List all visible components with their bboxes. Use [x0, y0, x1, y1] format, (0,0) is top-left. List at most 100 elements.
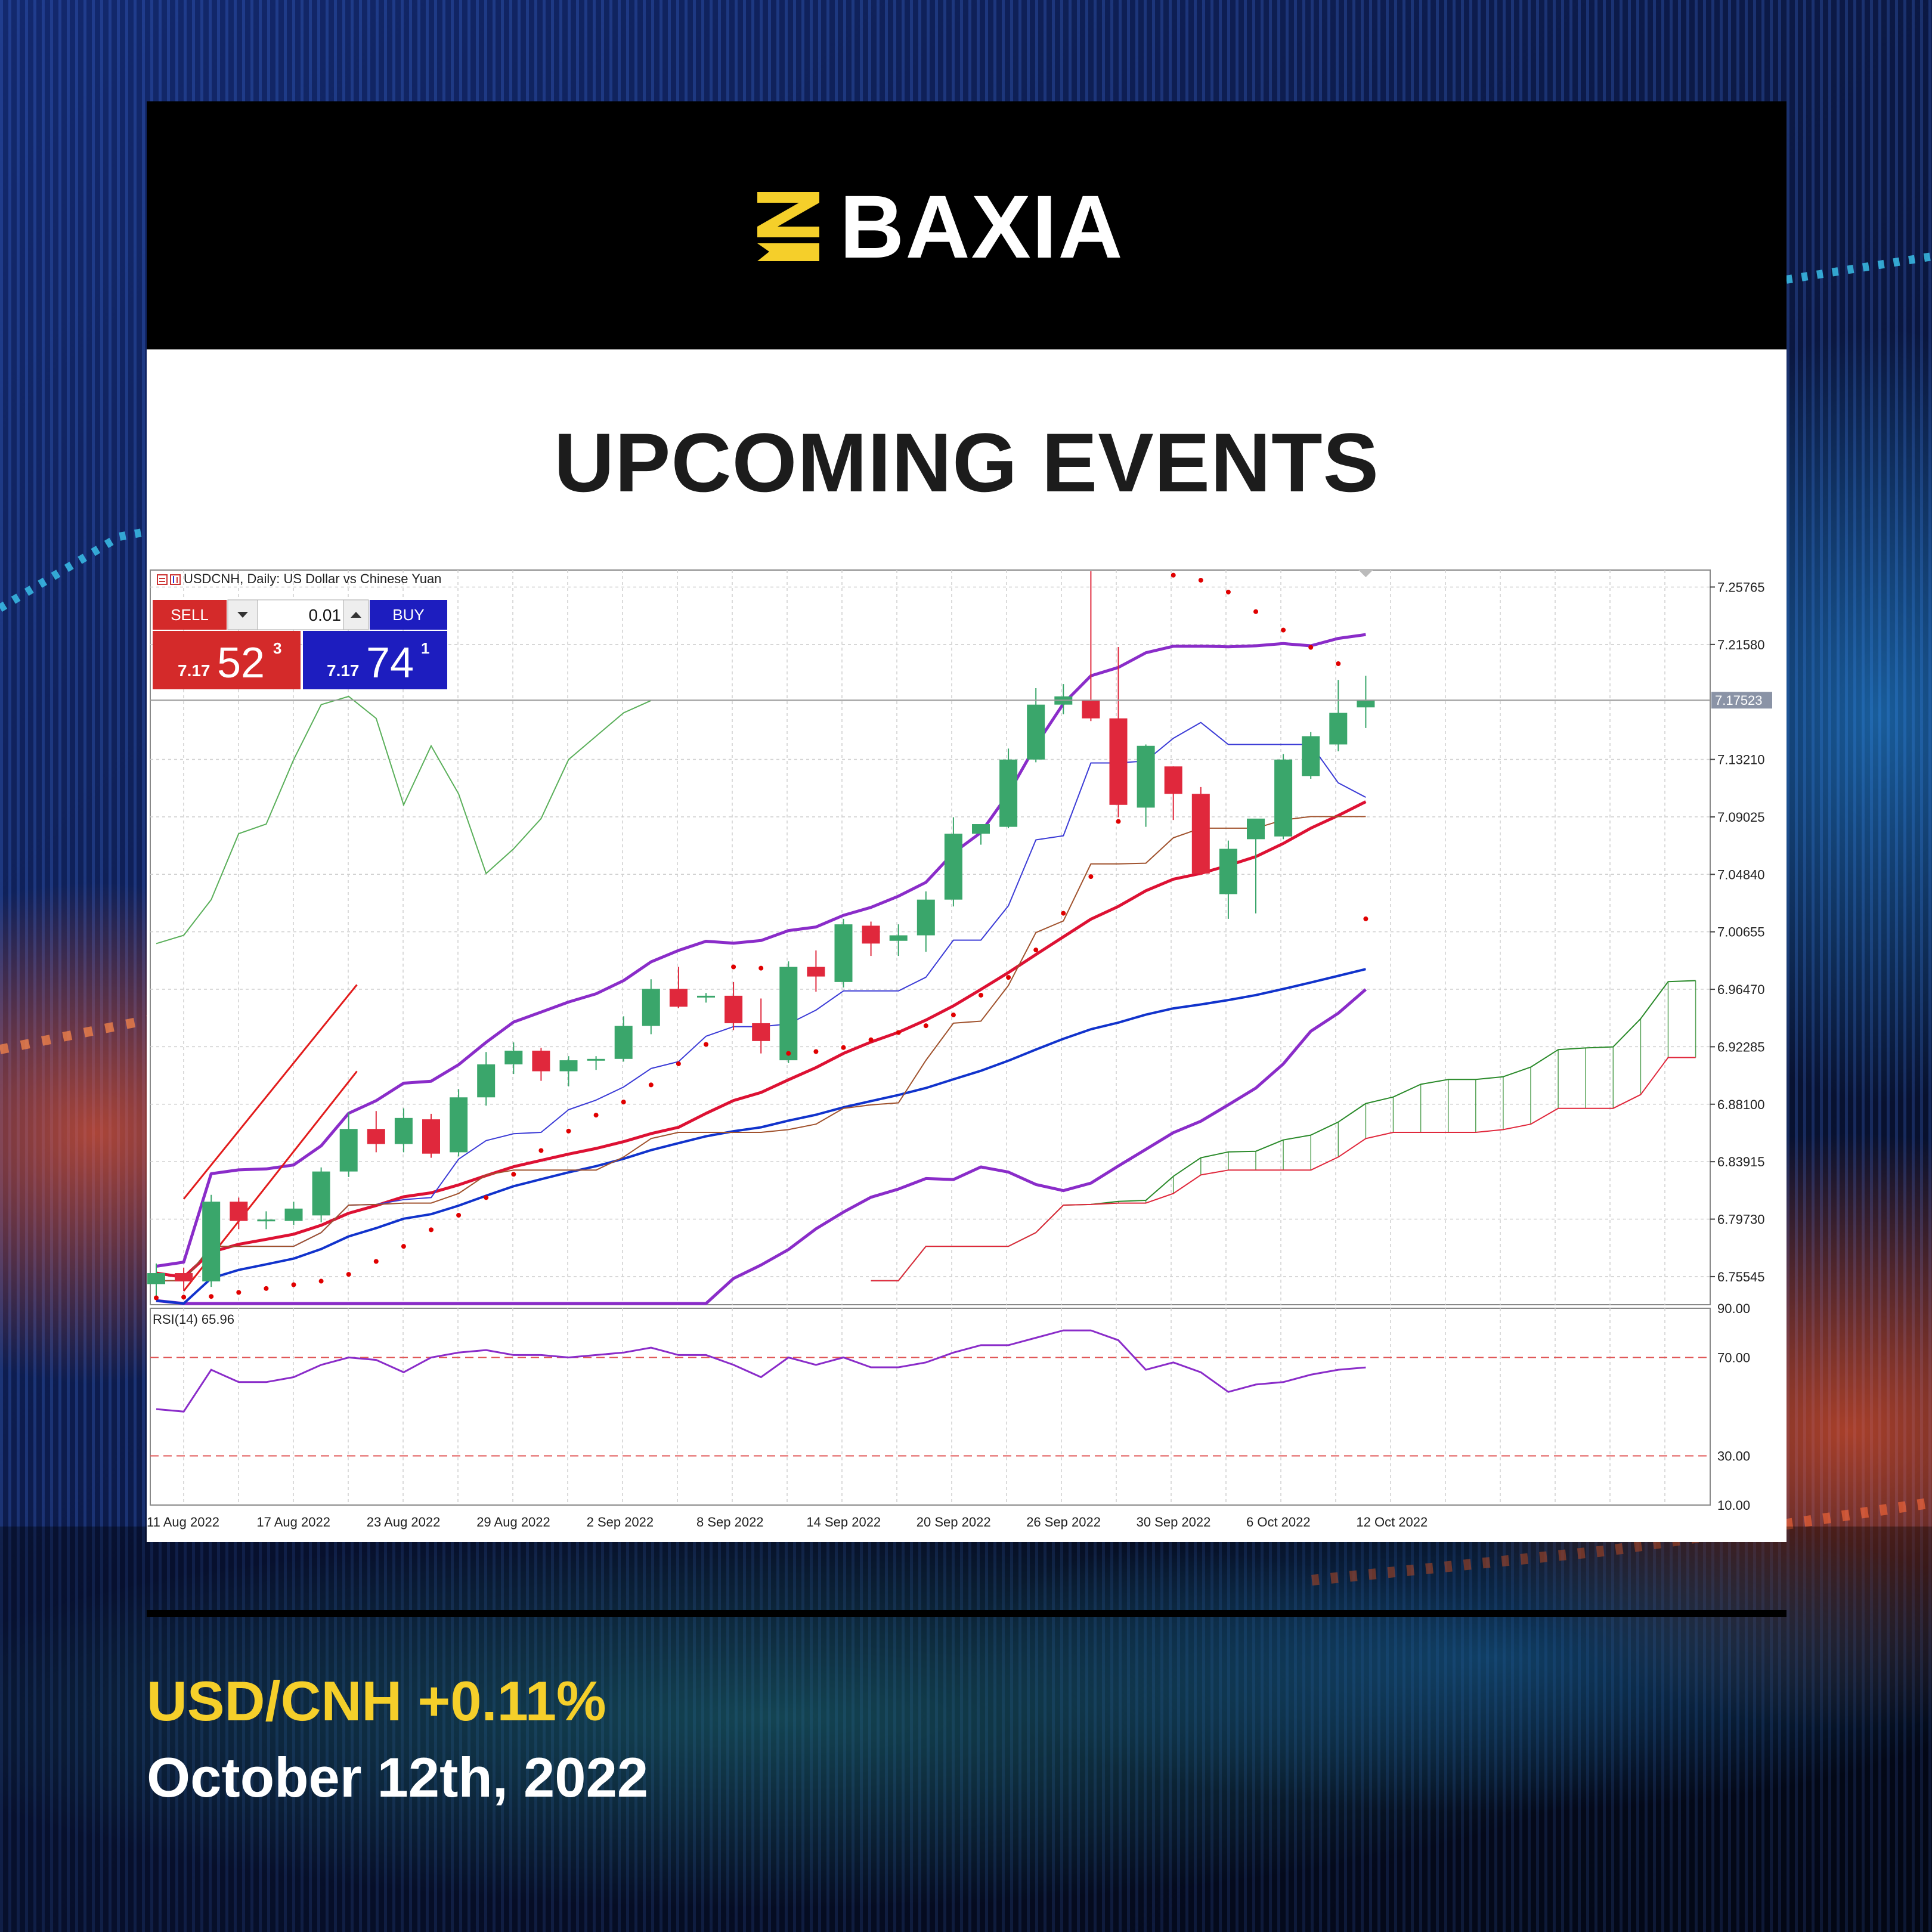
y-tick-label: 7.00655: [1717, 925, 1765, 940]
candle-bull: [284, 1208, 303, 1221]
candle-bear: [230, 1202, 248, 1221]
sar-dot: [154, 1295, 159, 1301]
sar-dot: [401, 1244, 406, 1249]
x-tick-label: 12 Oct 2022: [1356, 1515, 1428, 1530]
sell-button[interactable]: SELL: [153, 600, 227, 630]
candle-bull: [972, 824, 990, 834]
shift-marker: [1358, 570, 1373, 577]
candle-bear: [1191, 794, 1210, 874]
sar-dot: [1061, 911, 1066, 916]
y-tick-label: 6.83915: [1717, 1154, 1765, 1169]
sar-dot: [786, 1051, 791, 1056]
chart-title: USDCNH, Daily: US Dollar vs Chinese Yuan: [184, 571, 441, 586]
candle-bear: [669, 989, 688, 1007]
candle-bull: [917, 899, 935, 936]
candle-bear: [807, 967, 825, 977]
sar-dot: [1006, 975, 1011, 980]
brand-logo: BAXIA: [757, 177, 1124, 277]
svg-text:1: 1: [421, 639, 429, 657]
svg-text:7.17: 7.17: [327, 661, 360, 680]
candle-bull: [504, 1050, 523, 1065]
svg-text:SELL: SELL: [171, 606, 209, 624]
candle-bull: [1357, 700, 1375, 708]
lot-increase-button[interactable]: [343, 599, 369, 630]
sar-dot: [1363, 916, 1368, 921]
chart-header: USDCNH, Daily: US Dollar vs Chinese Yuan: [157, 571, 441, 586]
sar-dot: [511, 1172, 516, 1177]
sar-dot: [181, 1295, 187, 1300]
sar-dot: [1198, 578, 1203, 583]
price-chart: 7.25765 7.21580 7.13210 7.09025 7.04840 7.006…: [147, 565, 1787, 1530]
sar-dot: [758, 965, 764, 971]
x-tick-label: 30 Sep 2022: [1137, 1515, 1211, 1530]
candle-bull: [1137, 745, 1155, 808]
sar-dot: [429, 1227, 434, 1233]
rsi-tick-label: 10.00: [1717, 1498, 1750, 1513]
candle-bull: [1219, 849, 1237, 894]
sar-dot: [1253, 609, 1258, 614]
lot-size-input[interactable]: 0.01: [257, 599, 344, 630]
candle-bull: [834, 924, 853, 982]
current-price-label: 7.17523: [1715, 693, 1763, 708]
sar-dot: [841, 1045, 846, 1050]
report-date: October 12th, 2022: [147, 1746, 649, 1809]
rsi-tick-label: 30.00: [1717, 1449, 1750, 1464]
y-tick-label: 7.09025: [1717, 810, 1765, 825]
sar-dot: [1336, 661, 1341, 666]
buy-price[interactable]: 7.17 74 1: [303, 631, 447, 689]
y-tick-label: 6.79730: [1717, 1212, 1765, 1227]
sar-dot: [896, 1030, 901, 1035]
sar-dot: [813, 1049, 819, 1054]
sar-dot: [1088, 874, 1094, 880]
buy-button[interactable]: BUY: [370, 600, 447, 630]
candle-bear: [1164, 766, 1182, 794]
sar-dot: [538, 1148, 544, 1153]
sell-price[interactable]: 7.17 52 3: [153, 631, 301, 689]
sar-dot: [1033, 948, 1039, 953]
sar-dot: [1171, 572, 1176, 578]
x-tick-label: 20 Sep 2022: [917, 1515, 991, 1530]
sar-dot: [373, 1259, 379, 1264]
page-title: UPCOMING EVENTS: [553, 416, 1380, 509]
candle-bull: [1027, 704, 1045, 760]
candle-bear: [532, 1050, 550, 1072]
candle-bear: [862, 925, 880, 944]
candle-bull: [1329, 713, 1348, 745]
svg-text:3: 3: [273, 639, 281, 657]
chikou-line: [156, 695, 652, 945]
x-tick-label: 29 Aug 2022: [476, 1515, 550, 1530]
sar-dot: [731, 964, 736, 970]
divider-line: [147, 1610, 1787, 1617]
fast-ma-line: [156, 800, 1367, 1279]
x-tick-label: 26 Sep 2022: [1026, 1515, 1101, 1530]
rsi-pane: [150, 1308, 1711, 1506]
brand-name: BAXIA: [840, 177, 1124, 277]
candle-bull: [1247, 818, 1265, 840]
header-band: [147, 101, 1787, 349]
y-tick-label: 6.92285: [1717, 1039, 1765, 1054]
candle-bull: [312, 1171, 330, 1216]
candle-bull: [944, 834, 962, 900]
sar-dot: [593, 1113, 599, 1118]
sar-dot: [979, 992, 983, 998]
lot-decrease-button[interactable]: [227, 599, 258, 630]
sar-dot: [291, 1282, 296, 1287]
kijun-line: [156, 816, 1366, 1281]
svg-text:BUY: BUY: [392, 606, 424, 624]
y-tick-label: 7.25765: [1717, 580, 1765, 595]
candle-bear: [752, 1023, 770, 1041]
candle-bear: [367, 1129, 385, 1144]
sar-dot: [1308, 645, 1314, 650]
x-tick-label: 2 Sep 2022: [587, 1515, 654, 1530]
sar-dot: [456, 1212, 462, 1218]
y-tick-label: 6.75545: [1717, 1270, 1765, 1284]
candle-bull: [889, 935, 908, 941]
sar-dot: [648, 1082, 654, 1088]
current-price-tag: [1711, 692, 1772, 709]
trade-panel: SELL 0.01 BUY 7.17 52 3 7.17 74 1: [153, 599, 447, 689]
x-tick-label: 23 Aug 2022: [367, 1515, 441, 1530]
y-tick-label: 6.88100: [1717, 1097, 1765, 1112]
sar-dot: [1281, 627, 1286, 633]
sar-dot: [566, 1128, 571, 1134]
candle-bull: [697, 995, 715, 998]
